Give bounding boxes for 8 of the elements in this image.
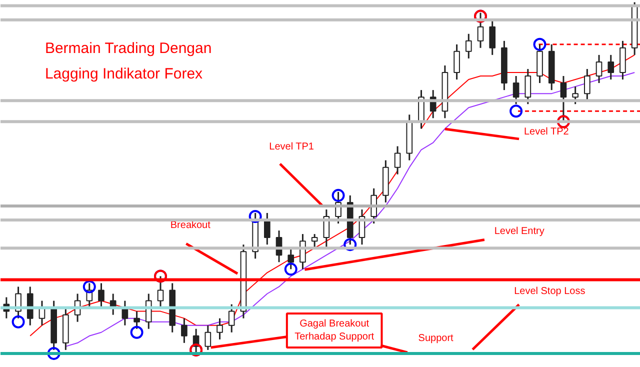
annotation: Breakout	[170, 220, 211, 232]
annotation: Level Stop Loss	[514, 286, 586, 298]
annotation: Level TP2	[524, 126, 570, 138]
text: Bermain Trading Dengan Lagging Indikator Forex	[44, 40, 212, 83]
annotation: Level Entry	[494, 226, 544, 238]
annotation: Gagal Breakout Terhadap Support	[294, 318, 374, 343]
annotation: Support	[418, 332, 454, 344]
annotation: Level TP1	[269, 141, 314, 152]
